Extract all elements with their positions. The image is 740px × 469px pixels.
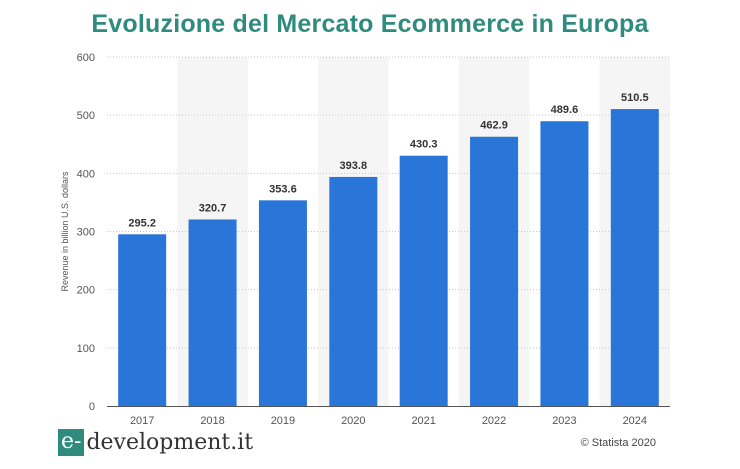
data-label: 295.2 (128, 217, 156, 229)
bar (118, 234, 167, 406)
data-label: 393.8 (340, 160, 368, 172)
y-axis-ticks: 0 100 200 300 400 500 600 (77, 52, 95, 413)
y-tick-label: 100 (77, 343, 95, 355)
y-axis-label: Revenue in billion U.S. dollars (60, 171, 70, 292)
chart-title: Evoluzione del Mercato Ecommerce in Euro… (91, 10, 649, 38)
bar (470, 136, 519, 406)
y-tick-label: 600 (77, 52, 95, 64)
x-tick-label: 2024 (623, 415, 647, 427)
x-tick-label: 2020 (341, 415, 365, 427)
data-labels: 295.2 320.7 353.6 393.8 430.3 462.9 489.6 510.5 (128, 92, 648, 229)
y-tick-label: 0 (89, 401, 95, 413)
x-tick-label: 2022 (482, 415, 506, 427)
source-credit: © Statista 2020 (580, 437, 656, 449)
brand-logo-mark: e- (58, 428, 85, 456)
bars (118, 109, 659, 406)
x-tick-label: 2018 (200, 415, 224, 427)
y-tick-label: 300 (77, 227, 95, 239)
bar (188, 219, 237, 406)
y-tick-label: 200 (77, 285, 95, 297)
data-label: 462.9 (480, 120, 508, 132)
x-tick-label: 2023 (552, 415, 576, 427)
bar (610, 109, 659, 406)
bar (329, 176, 378, 406)
bar (399, 155, 448, 406)
y-tick-label: 500 (77, 110, 95, 122)
brand-logo: e- development.it (58, 428, 253, 456)
bar (258, 200, 307, 406)
x-tick-label: 2021 (411, 415, 435, 427)
data-label: 430.3 (410, 139, 438, 151)
data-label: 320.7 (199, 202, 227, 214)
brand-logo-text: development.it (86, 429, 254, 455)
x-tick-label: 2017 (130, 415, 154, 427)
y-tick-label: 400 (77, 168, 95, 180)
x-axis-ticks: 2017 2018 2019 2020 2021 2022 2023 2024 (130, 415, 647, 427)
data-label: 510.5 (621, 92, 649, 104)
x-tick-label: 2019 (271, 415, 295, 427)
data-label: 489.6 (551, 104, 579, 116)
bar (540, 121, 589, 406)
data-label: 353.6 (269, 183, 297, 195)
